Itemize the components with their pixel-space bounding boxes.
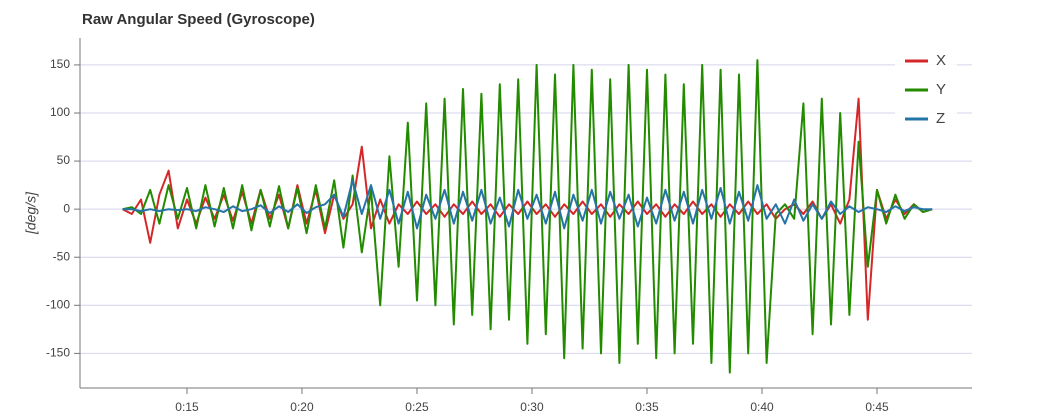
x-tick-label: 0:25	[405, 400, 429, 414]
y-tick-label: 150	[50, 57, 70, 71]
x-tick-label: 0:40	[750, 400, 774, 414]
chart-title: Raw Angular Speed (Gyroscope)	[82, 11, 315, 28]
y-tick-label: -50	[53, 249, 71, 263]
y-tick-label: -150	[46, 346, 70, 360]
y-tick-label: 0	[63, 201, 70, 215]
y-tick-label: -100	[46, 297, 70, 311]
y-tick-label: 100	[50, 105, 70, 119]
series-line	[122, 59, 933, 374]
x-tick-label: 0:30	[520, 400, 544, 414]
x-tick-label: 0:45	[865, 400, 889, 414]
x-tick-label: 0:35	[635, 400, 659, 414]
y-tick-label: 50	[57, 153, 71, 167]
y-axis-label: [deg/s]	[23, 191, 39, 235]
x-tick-label: 0:20	[290, 400, 314, 414]
legend-label: Z	[936, 110, 945, 127]
x-tick-label: 0:15	[175, 400, 199, 414]
legend-label: X	[936, 52, 946, 69]
series-line	[122, 179, 933, 230]
legend-label: Y	[936, 81, 946, 98]
